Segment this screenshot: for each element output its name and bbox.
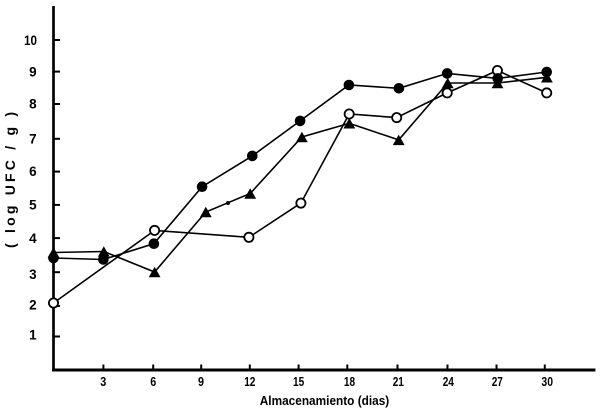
svg-text:6: 6 (29, 164, 37, 179)
svg-text:15: 15 (293, 374, 304, 389)
svg-text:3: 3 (29, 267, 37, 282)
svg-text:6: 6 (150, 374, 156, 389)
svg-text:1: 1 (29, 328, 37, 343)
svg-text:Almacenamiento (dias): Almacenamiento (dias) (260, 393, 390, 408)
svg-text:21: 21 (393, 374, 404, 389)
svg-text:12: 12 (244, 374, 255, 389)
svg-text:9: 9 (29, 65, 37, 80)
svg-text:5: 5 (29, 198, 37, 213)
svg-text:9: 9 (198, 374, 204, 389)
svg-text:2: 2 (29, 298, 37, 313)
svg-text:4: 4 (29, 231, 37, 246)
svg-text:10: 10 (24, 33, 37, 48)
svg-text:30: 30 (541, 374, 553, 389)
svg-text:24: 24 (443, 374, 455, 389)
svg-text:( log UFC / g ): ( log UFC / g ) (2, 112, 18, 248)
svg-text:3: 3 (100, 374, 106, 389)
svg-text:27: 27 (492, 374, 503, 389)
svg-text:18: 18 (344, 374, 355, 389)
svg-text:7: 7 (29, 131, 37, 146)
svg-text:8: 8 (29, 97, 37, 112)
